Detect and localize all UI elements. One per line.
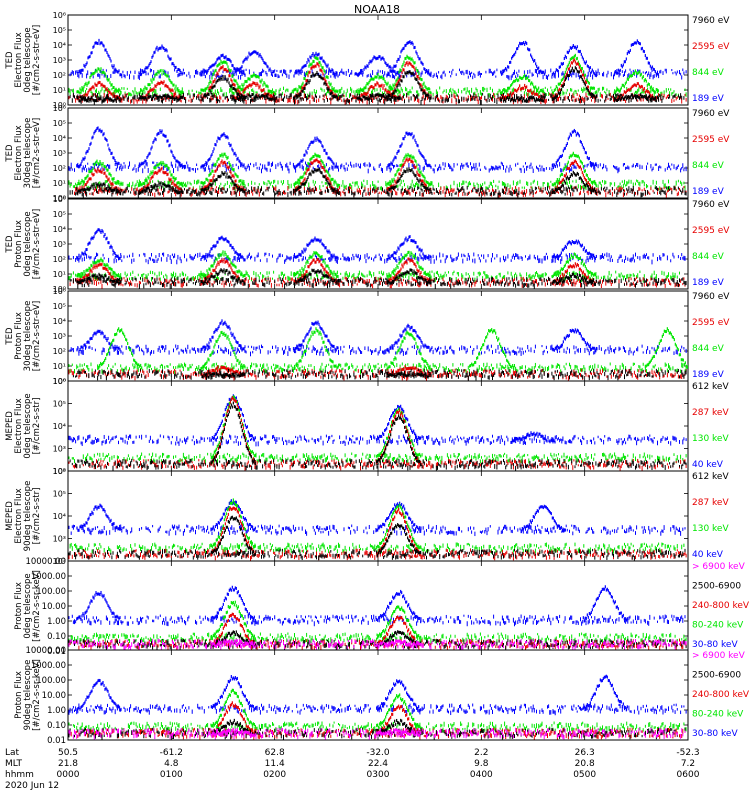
data-marks [68, 38, 687, 105]
series-blue [68, 126, 687, 174]
ylabel-line: TED [5, 144, 15, 163]
legend-green: 844 eV [692, 161, 725, 171]
ytick-label: 10⁴ [53, 134, 66, 143]
ytick-label: 10³ [53, 56, 66, 65]
ylabel-line: [#/cm2-s-str-eV] [32, 118, 42, 188]
series-green [68, 53, 687, 99]
series-blue [69, 38, 687, 81]
ylabel-line: 30deg telescope [23, 118, 33, 189]
legend-red: 2595 eV [692, 135, 730, 145]
ytick-label: 10⁵ [53, 26, 66, 35]
series-red [74, 157, 687, 198]
ylabel-line: [#/cm2-s-str-eV] [32, 25, 42, 95]
ytick-label: 10¹ [53, 179, 66, 188]
ytick-label: 10¹ [53, 86, 66, 95]
ytick-label: 10³ [53, 149, 66, 158]
legend-black: 7960 eV [692, 109, 730, 119]
panel-2: 10⁰ 10¹ 10² 10³ 10⁴ 10⁵ 10⁶ TED Electron Flux 30d… [5, 104, 730, 203]
ylabel-line: TED [5, 51, 15, 70]
ytick-label: 10² [53, 164, 66, 173]
panel-1: 10⁰ 10¹ 10² 10³ 10⁴ 10⁵ 10⁶ TED Electron Flux 0de… [5, 11, 730, 110]
legend-red: 2595 eV [692, 42, 730, 52]
ytick-label: 10⁰ [53, 101, 66, 110]
legend-black: 7960 eV [692, 16, 730, 26]
legend-green: 844 eV [692, 68, 725, 78]
legend-blue: 189 eV [692, 94, 725, 104]
ytick-label: 10⁶ [53, 104, 66, 113]
ylabel-line: Electron Flux [14, 125, 24, 180]
legend-blue: 189 eV [692, 187, 725, 197]
ytick-label: 10⁰ [53, 194, 66, 203]
ytick-label: 10⁶ [53, 11, 66, 20]
ylabel-line: Electron Flux [14, 32, 24, 87]
data-marks [68, 126, 687, 198]
ytick-label: 10⁴ [53, 41, 66, 50]
figure-title: NOAA18 [354, 3, 400, 16]
ylabel-line: 0deg telescope [23, 27, 33, 92]
series-black [69, 66, 685, 105]
ytick-label: 10⁵ [53, 119, 66, 128]
ytick-label: 10² [53, 71, 66, 80]
